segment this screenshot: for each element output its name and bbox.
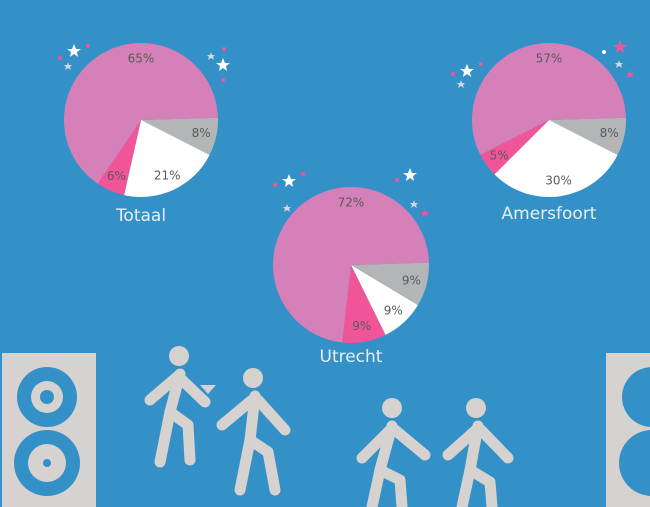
chart-title: Amersfoort <box>502 204 597 224</box>
glass <box>200 385 216 394</box>
arm <box>475 424 514 464</box>
star <box>216 58 230 71</box>
arm <box>356 424 396 464</box>
star <box>64 62 72 70</box>
data-label: 21% <box>154 168 181 182</box>
star <box>421 209 429 217</box>
data-label: 9% <box>402 273 421 287</box>
speaker-cone <box>40 390 54 404</box>
pie-slice <box>549 117 626 156</box>
dancers <box>144 346 514 507</box>
dancer <box>356 398 431 507</box>
pie-slice <box>342 265 386 343</box>
data-label: 6% <box>107 169 126 183</box>
leg <box>164 406 196 466</box>
leg <box>464 464 498 507</box>
star <box>86 44 90 48</box>
arm <box>252 394 291 436</box>
data-label: 9% <box>352 319 371 333</box>
star <box>626 70 634 78</box>
star <box>67 44 81 57</box>
data-label: 8% <box>600 126 619 140</box>
star <box>451 72 455 76</box>
dancer <box>144 346 216 468</box>
star <box>479 62 483 66</box>
star <box>221 78 225 82</box>
decorations <box>2 40 650 507</box>
head <box>243 368 263 388</box>
star <box>301 172 305 176</box>
chart-title: Totaal <box>115 206 166 226</box>
speaker-cone <box>43 459 51 467</box>
star <box>58 56 62 60</box>
pie-slice <box>273 187 429 343</box>
speaker-cone <box>619 430 650 496</box>
data-label: 9% <box>384 303 403 317</box>
star <box>410 200 418 208</box>
star <box>283 204 291 212</box>
arm <box>389 424 431 461</box>
chart-title: Utrecht <box>320 347 383 367</box>
pie-slice <box>97 120 141 196</box>
data-label: 5% <box>490 149 509 163</box>
star <box>615 60 623 68</box>
star <box>273 183 277 187</box>
data-label: 8% <box>192 126 211 140</box>
data-label: 30% <box>545 173 572 187</box>
arm <box>174 372 211 408</box>
pie-slice <box>472 43 626 155</box>
data-label: 57% <box>536 52 563 66</box>
dancer <box>442 398 514 507</box>
star <box>613 40 627 53</box>
star <box>403 168 417 181</box>
speaker-right <box>606 353 650 507</box>
arm <box>442 424 482 461</box>
pie-slice <box>494 120 618 197</box>
star <box>457 80 465 88</box>
speaker-left <box>2 353 96 507</box>
head <box>382 398 402 418</box>
star <box>460 64 474 77</box>
star <box>222 47 226 51</box>
pie-slice <box>480 120 549 175</box>
data-label: 65% <box>128 52 155 66</box>
star <box>602 50 606 54</box>
speaker-cone <box>622 367 650 427</box>
data-label: 72% <box>338 196 365 210</box>
head <box>169 346 189 366</box>
stars <box>58 40 634 217</box>
leg <box>244 434 281 496</box>
star <box>282 174 296 187</box>
leg <box>374 464 408 507</box>
arm <box>216 394 258 431</box>
star <box>395 178 399 182</box>
pie-slice <box>64 42 218 184</box>
pie-slice <box>351 265 418 335</box>
dancer <box>216 368 291 496</box>
head <box>466 398 486 418</box>
star <box>207 52 215 60</box>
arm <box>144 370 184 406</box>
pie-slice <box>124 120 210 197</box>
pie-slice <box>351 262 429 306</box>
pie-slice <box>141 117 218 156</box>
